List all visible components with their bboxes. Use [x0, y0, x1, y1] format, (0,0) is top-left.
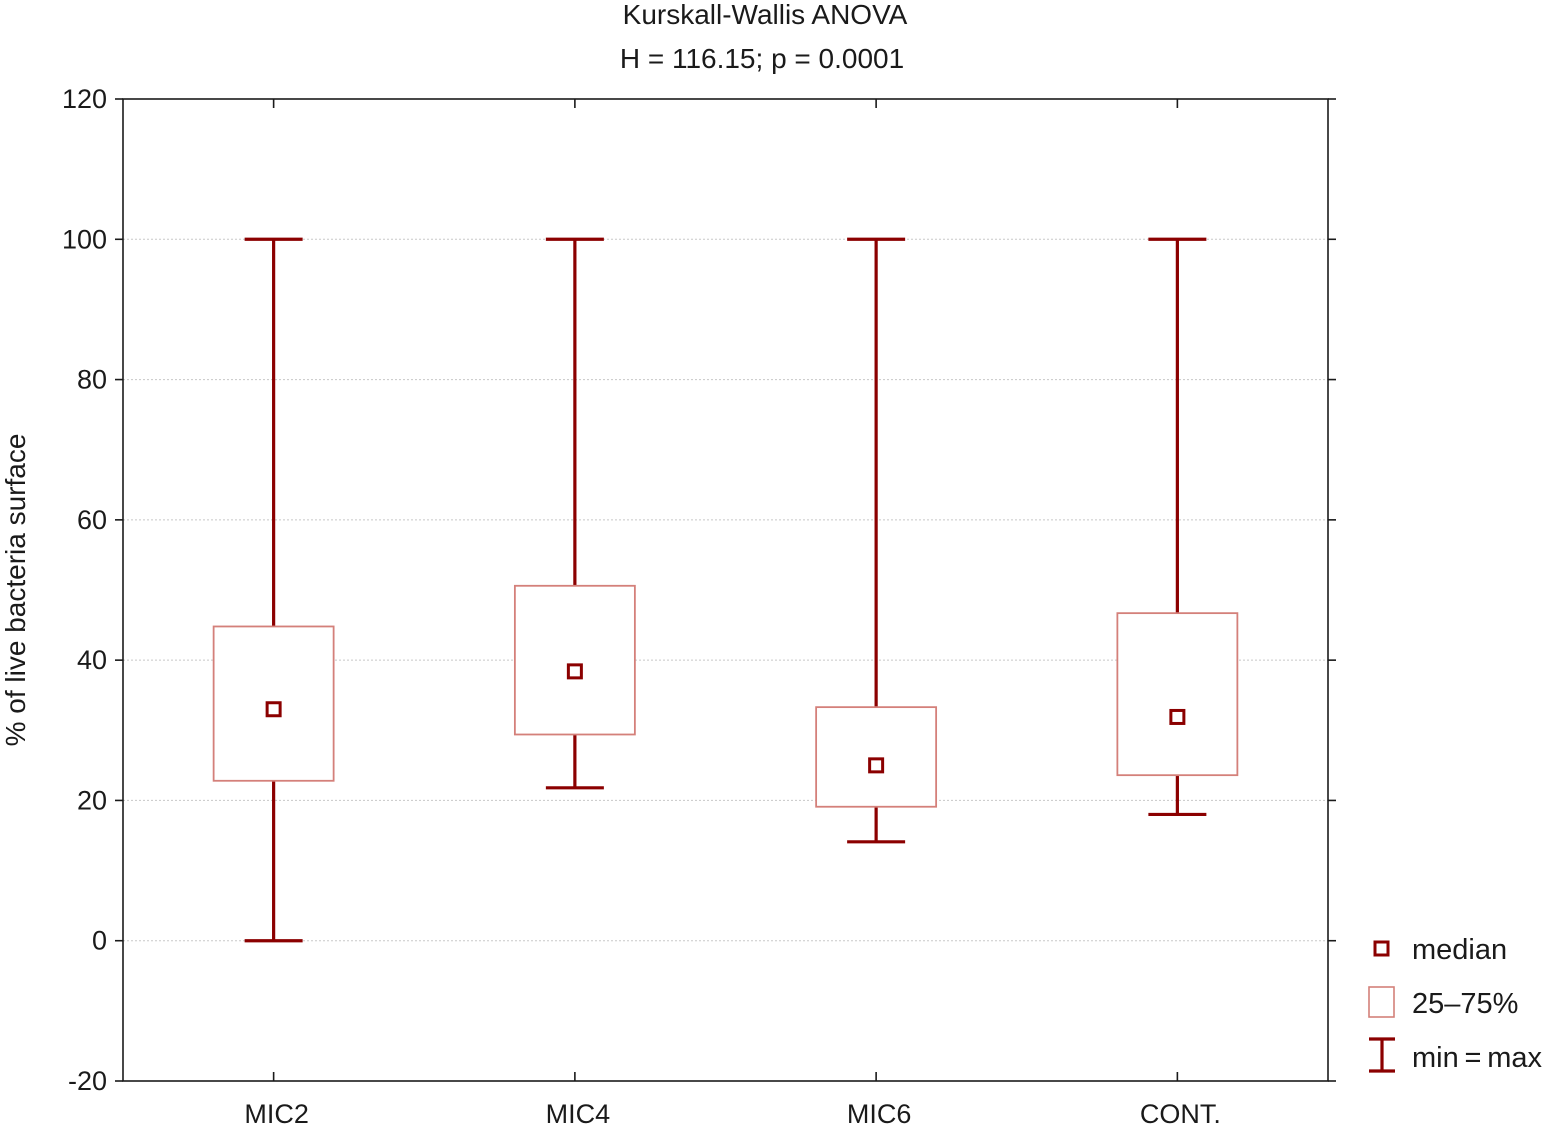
y-tick-label-0: 0 — [92, 926, 107, 956]
x-axis-ticks: MIC2 MIC4 MIC6 CONT. — [244, 99, 1221, 1126]
y-tick-label-80: 80 — [77, 365, 107, 395]
y-tick-label-120: 120 — [62, 84, 107, 114]
legend: median 25–75% min = max — [1368, 934, 1543, 1074]
median-marker-cont — [1169, 708, 1186, 725]
legend-iqr-swatch — [1368, 986, 1395, 1018]
iqr-box-cont — [1116, 612, 1239, 777]
chart-title: Kurskall-Wallis ANOVA — [623, 0, 908, 30]
y-tick-label-60: 60 — [77, 505, 107, 535]
legend-iqr-label: 25–75% — [1412, 988, 1518, 1020]
x-tick-label-mic2: MIC2 — [244, 1099, 309, 1126]
x-tick-label-mic6: MIC6 — [847, 1099, 912, 1126]
iqr-box-mic4 — [513, 584, 636, 736]
y-tick-label-20: 20 — [77, 785, 107, 815]
plot-area-frame — [122, 98, 1329, 1082]
gridlines — [123, 238, 1328, 942]
legend-median-label: median — [1412, 934, 1507, 966]
legend-range-swatch — [1369, 1037, 1395, 1073]
box-plot-marks — [212, 237, 1239, 943]
x-tick-label-cont: CONT. — [1140, 1099, 1221, 1126]
x-tick-label-mic4: MIC4 — [546, 1099, 611, 1126]
legend-range-label: min = max — [1412, 1042, 1543, 1074]
y-axis-ticks: -20 0 20 40 60 80 100 120 — [62, 84, 1336, 1096]
y-tick-label-40: 40 — [77, 645, 107, 675]
iqr-box-mic6 — [815, 706, 938, 808]
chart-subtitle: H = 116.15; p = 0.0001 — [620, 43, 904, 74]
median-marker-mic4 — [566, 663, 583, 680]
legend-median-swatch — [1373, 940, 1390, 957]
y-tick-label--20: -20 — [68, 1066, 107, 1096]
median-marker-mic2 — [265, 701, 282, 718]
y-axis-label: % of live bacteria surface — [0, 434, 31, 747]
median-marker-mic6 — [868, 757, 885, 774]
y-tick-label-100: 100 — [62, 224, 107, 254]
